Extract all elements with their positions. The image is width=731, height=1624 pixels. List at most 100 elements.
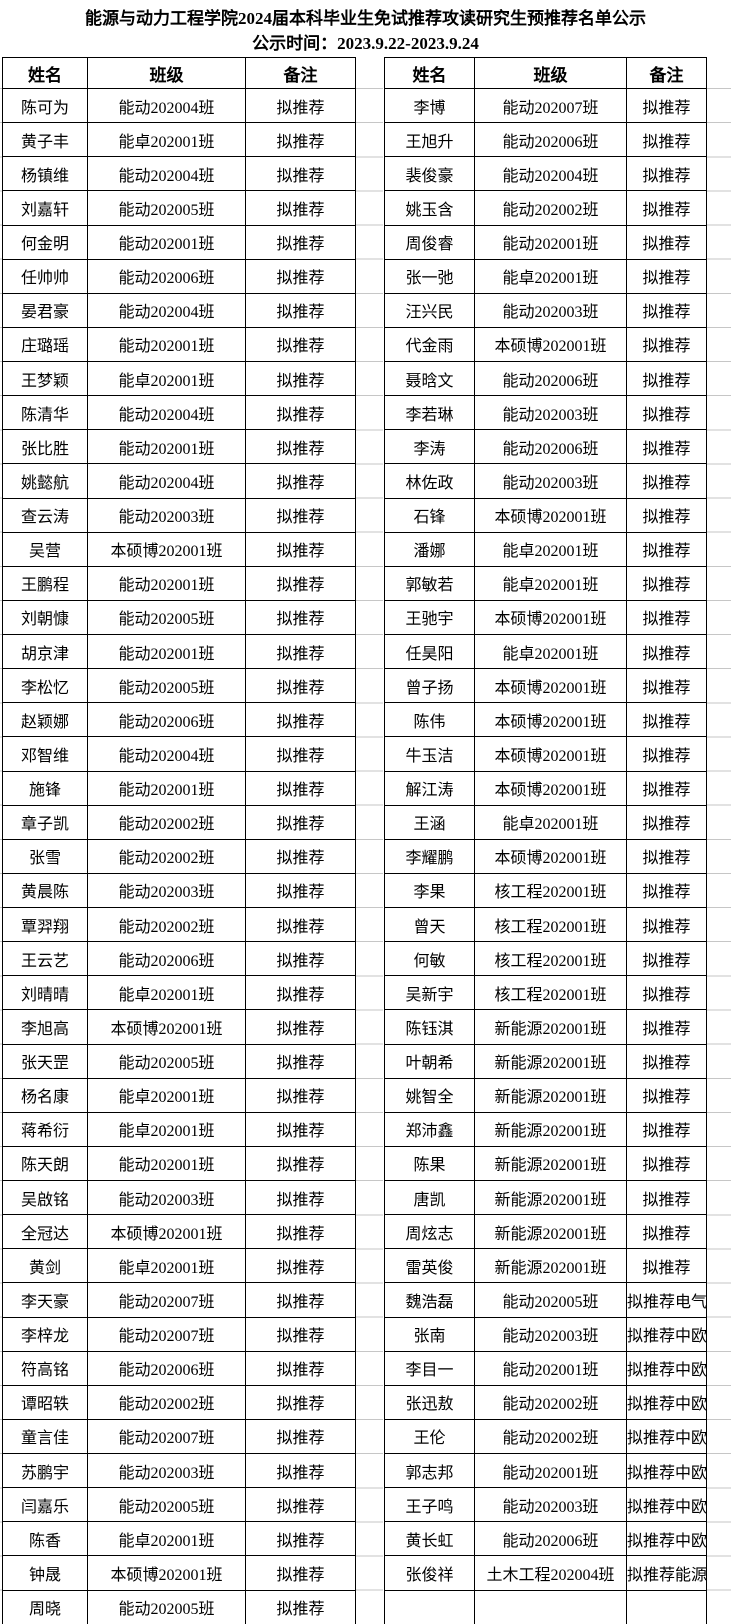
- table-row: 钟晟 本硕博202001班 拟推荐: [2, 1555, 356, 1591]
- table-row: 陈清华 能动202004班 拟推荐: [2, 395, 356, 431]
- table-row: 闫嘉乐 能动202005班 拟推荐: [2, 1487, 356, 1523]
- table-row: 晏君豪 能动202004班 拟推荐: [2, 292, 356, 328]
- class-cell: 能动202001班: [474, 1350, 627, 1386]
- table-row: 郭志邦 能动202001班 拟推荐中欧: [384, 1452, 707, 1489]
- header-row: 姓名 班级 备注: [2, 57, 356, 89]
- table-row: 刘嘉轩 能动202005班 拟推荐: [2, 190, 356, 226]
- class-cell: 能动202004班: [87, 156, 246, 192]
- table-row: 杨名康 能卓202001班 拟推荐: [2, 1077, 356, 1113]
- table-row: 陈伟 本硕博202001班 拟推荐: [384, 702, 707, 738]
- class-cell: 能动202006班: [474, 122, 627, 158]
- class-cell: 能动202007班: [87, 1316, 246, 1352]
- class-cell: 本硕博202001班: [87, 1009, 246, 1045]
- class-cell: 本硕博202001班: [474, 668, 627, 704]
- name-cell: 郭敏若: [384, 565, 475, 601]
- note-cell: 拟推荐: [245, 1077, 356, 1113]
- name-cell: 查云涛: [2, 497, 88, 533]
- class-cell: 能动202001班: [474, 1452, 627, 1489]
- name-cell: 吴营: [2, 531, 88, 567]
- name-cell: 陈钰淇: [384, 1009, 475, 1045]
- note-cell: 拟推荐: [626, 156, 707, 192]
- class-cell: 能动202001班: [87, 224, 246, 260]
- note-cell: 拟推荐: [245, 633, 356, 670]
- note-cell: 拟推荐: [245, 497, 356, 533]
- name-cell: 姚懿航: [2, 463, 88, 499]
- name-cell: 解江涛: [384, 770, 475, 806]
- name-cell: 刘嘉轩: [2, 190, 88, 226]
- name-cell: 张南: [384, 1316, 475, 1352]
- name-cell: 胡京津: [2, 633, 88, 670]
- name-cell: 王梦颖: [2, 360, 88, 397]
- note-cell: 拟推荐: [245, 668, 356, 704]
- table-row: 王涵 能卓202001班 拟推荐: [384, 804, 707, 840]
- name-cell: 李目一: [384, 1350, 475, 1386]
- class-cell: 能卓202001班: [474, 258, 627, 294]
- note-cell: 拟推荐: [245, 941, 356, 977]
- table-row: 林佐政 能动202003班 拟推荐: [384, 463, 707, 499]
- name-cell: 陈果: [384, 1145, 475, 1182]
- table-row: 李博 能动202007班 拟推荐: [384, 87, 707, 124]
- table-row: 章子凯 能动202002班 拟推荐: [2, 804, 356, 840]
- name-cell: 李若琳: [384, 395, 475, 431]
- class-cell: 能动202006班: [474, 360, 627, 397]
- table-row: 李旭高 本硕博202001班 拟推荐: [2, 1009, 356, 1045]
- class-cell: 能动202005班: [87, 599, 246, 636]
- note-cell: 拟推荐: [245, 1418, 356, 1455]
- table-row: 姚智全 新能源202001班 拟推荐: [384, 1077, 707, 1113]
- class-cell: 能动202001班: [87, 1145, 246, 1182]
- class-cell: 新能源202001班: [474, 1179, 627, 1216]
- class-cell: 核工程202001班: [474, 906, 627, 943]
- note-cell: 拟推荐: [245, 1111, 356, 1147]
- class-cell: 能动202001班: [474, 224, 627, 260]
- class-cell: 能动202002班: [87, 838, 246, 874]
- class-cell: 能动202002班: [87, 804, 246, 840]
- name-cell: 李旭高: [2, 1009, 88, 1045]
- table-row: 张天罡 能动202005班 拟推荐: [2, 1043, 356, 1079]
- name-cell: 张迅敖: [384, 1384, 475, 1420]
- class-cell: 本硕博202001班: [87, 531, 246, 567]
- class-cell: 能动202003班: [474, 1316, 627, 1352]
- class-cell: 能卓202001班: [87, 1248, 246, 1284]
- table-row: 王伦 能动202002班 拟推荐中欧: [384, 1418, 707, 1455]
- class-cell: 新能源202001班: [474, 1214, 627, 1250]
- note-cell: 拟推荐: [245, 1452, 356, 1489]
- table-row: 黄晨陈 能动202003班 拟推荐: [2, 872, 356, 909]
- note-cell: 拟推荐: [245, 804, 356, 840]
- class-cell: 新能源202001班: [474, 1077, 627, 1113]
- note-cell: 拟推荐: [626, 258, 707, 294]
- table-row: 刘朝慷 能动202005班 拟推荐: [2, 599, 356, 636]
- class-cell: 本硕博202001班: [474, 326, 627, 363]
- note-cell: 拟推荐: [626, 804, 707, 840]
- note-cell: 拟推荐: [626, 872, 707, 909]
- note-column-header: 备注: [245, 57, 356, 89]
- spreadsheet-gridlines-middle: [356, 88, 383, 1624]
- name-cell: 黄长虹: [384, 1521, 475, 1557]
- note-cell: 拟推荐: [245, 975, 356, 1011]
- name-cell: 施锋: [2, 770, 88, 806]
- class-cell: 能动202003班: [87, 1179, 246, 1216]
- table-row: 任帅帅 能动202006班 拟推荐: [2, 258, 356, 294]
- name-cell: 姚玉含: [384, 190, 475, 226]
- table-row: 王鹏程 能动202001班 拟推荐: [2, 565, 356, 601]
- note-cell: 拟推荐: [626, 736, 707, 772]
- class-cell: 核工程202001班: [474, 872, 627, 909]
- note-cell: 拟推荐: [245, 326, 356, 363]
- page-title: 能源与动力工程学院2024届本科毕业生免试推荐攻读研究生预推荐名单公示: [85, 9, 646, 28]
- class-cell: 本硕博202001班: [87, 1555, 246, 1591]
- class-cell: 能动202005班: [87, 1043, 246, 1079]
- class-cell: 新能源202001班: [474, 1111, 627, 1147]
- note-cell: 拟推荐: [626, 224, 707, 260]
- table-row: 李梓龙 能动202007班 拟推荐: [2, 1316, 356, 1352]
- table-row: 解江涛 本硕博202001班 拟推荐: [384, 770, 707, 806]
- table-row: 刘晴晴 能卓202001班 拟推荐: [2, 975, 356, 1011]
- name-cell: 李梓龙: [2, 1316, 88, 1352]
- name-cell: 郭志邦: [384, 1452, 475, 1489]
- class-cell: 能动202003班: [474, 1487, 627, 1523]
- table-row: 李目一 能动202001班 拟推荐中欧: [384, 1350, 707, 1386]
- table-row: 陈钰淇 新能源202001班 拟推荐: [384, 1009, 707, 1045]
- table-row: 周晓 能动202005班 拟推荐: [2, 1589, 356, 1624]
- class-cell: 能动202006班: [87, 941, 246, 977]
- recommendation-table-left: 姓名 班级 备注 陈可为 能动202004班 拟推荐 黄子丰 能卓202001班 拟推荐杨…: [2, 57, 356, 1624]
- name-cell: 牛玉洁: [384, 736, 475, 772]
- class-cell: 能动202006班: [87, 258, 246, 294]
